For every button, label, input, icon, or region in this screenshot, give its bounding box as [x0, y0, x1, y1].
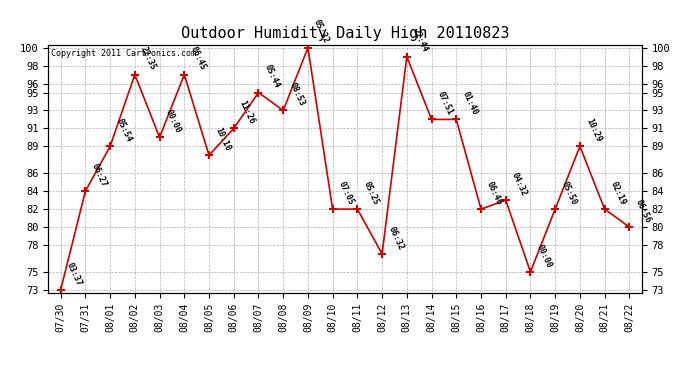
- Text: 00:00: 00:00: [164, 108, 182, 135]
- Text: 08:53: 08:53: [287, 81, 306, 108]
- Text: 06:56: 06:56: [633, 198, 652, 224]
- Text: 05:54: 05:54: [115, 117, 133, 144]
- Text: 06:27: 06:27: [90, 162, 108, 188]
- Text: 01:40: 01:40: [460, 90, 479, 117]
- Text: 11:26: 11:26: [238, 99, 257, 126]
- Text: 03:37: 03:37: [65, 261, 83, 287]
- Text: 06:46: 06:46: [485, 180, 504, 206]
- Text: 02:19: 02:19: [609, 180, 627, 206]
- Text: 10:10: 10:10: [213, 126, 232, 153]
- Text: 05:32: 05:32: [312, 18, 331, 45]
- Text: 22:44: 22:44: [411, 27, 430, 54]
- Text: 22:35: 22:35: [139, 45, 158, 72]
- Text: 05:44: 05:44: [263, 63, 282, 90]
- Text: 05:25: 05:25: [362, 180, 380, 206]
- Text: 05:50: 05:50: [560, 180, 578, 206]
- Text: 10:29: 10:29: [584, 117, 603, 144]
- Text: 00:00: 00:00: [535, 243, 553, 269]
- Text: 07:51: 07:51: [435, 90, 455, 117]
- Text: 07:05: 07:05: [337, 180, 355, 206]
- Text: 06:32: 06:32: [386, 225, 405, 251]
- Text: Copyright 2011 Cartronics.com: Copyright 2011 Cartronics.com: [51, 49, 196, 58]
- Text: 06:45: 06:45: [188, 45, 207, 72]
- Text: 04:32: 04:32: [510, 171, 529, 197]
- Title: Outdoor Humidity Daily High 20110823: Outdoor Humidity Daily High 20110823: [181, 26, 509, 41]
